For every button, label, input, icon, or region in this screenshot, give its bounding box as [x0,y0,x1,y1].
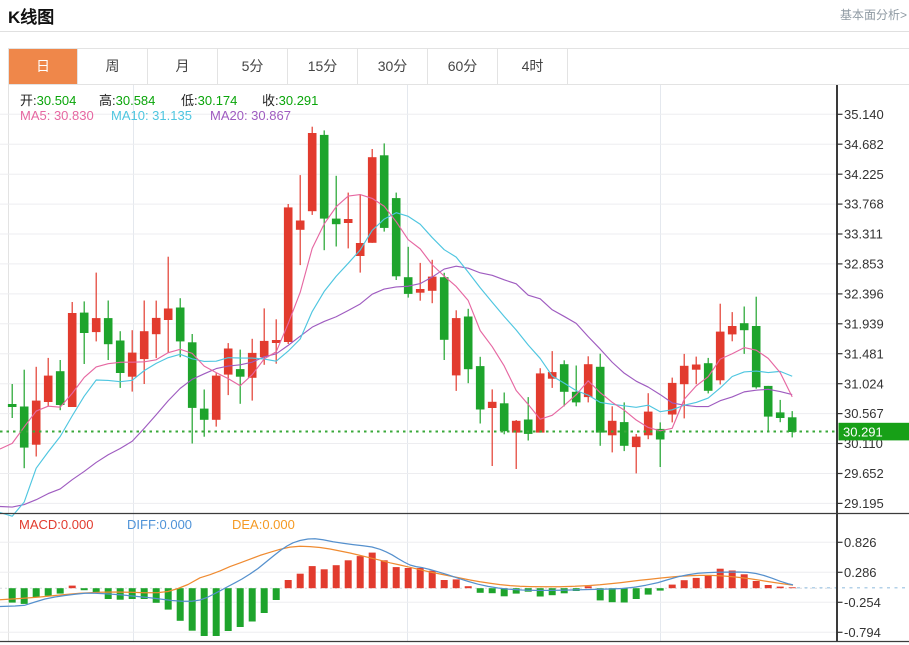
svg-text:31.024: 31.024 [844,376,884,391]
svg-text:31.939: 31.939 [844,316,884,331]
svg-text:-0.254: -0.254 [844,595,881,610]
svg-text:0.286: 0.286 [844,565,877,580]
svg-text:29.195: 29.195 [844,496,884,511]
svg-text:33.311: 33.311 [844,227,883,242]
svg-text:35.140: 35.140 [844,107,884,122]
svg-text:31.481: 31.481 [844,346,884,361]
svg-text:0.826: 0.826 [844,535,877,550]
svg-text:-0.794: -0.794 [844,625,881,640]
svg-text:30.291: 30.291 [843,424,883,439]
svg-text:32.853: 32.853 [844,257,884,272]
svg-text:29.652: 29.652 [844,466,884,481]
svg-text:34.225: 34.225 [844,167,884,182]
svg-text:34.682: 34.682 [844,137,884,152]
svg-text:30.567: 30.567 [844,406,884,421]
svg-text:33.768: 33.768 [844,197,884,212]
svg-text:32.396: 32.396 [844,287,884,302]
